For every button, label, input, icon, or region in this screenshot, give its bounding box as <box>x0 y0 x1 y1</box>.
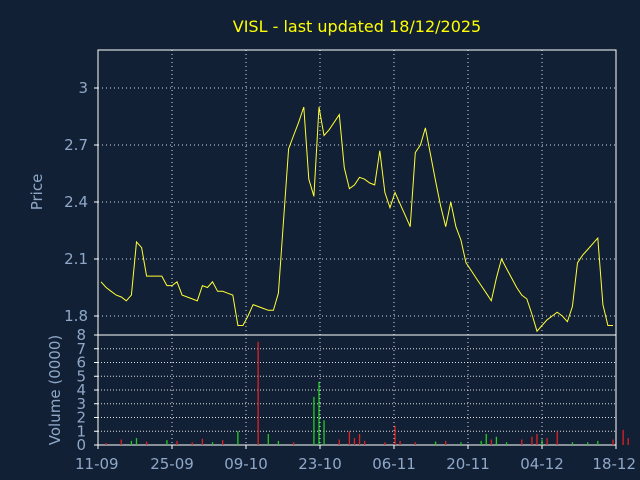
price-tick-label: 2.4 <box>64 193 88 211</box>
volume-tick-label: 8 <box>76 326 86 344</box>
volume-grid <box>98 348 616 432</box>
volume-tick-label: 2 <box>76 409 86 427</box>
x-tick-label: 23-10 <box>298 455 342 473</box>
volume-tick-label: 3 <box>76 395 86 413</box>
x-axis-ticks: 11-09 25-09 09-10 23-10 06-11 20-11 04-12 18-12 <box>75 50 636 473</box>
volume-tick-label: 6 <box>76 354 86 372</box>
price-axis-label: Price <box>28 174 46 211</box>
volume-tick-label: 7 <box>76 340 86 358</box>
x-tick-label: 20-11 <box>446 455 490 473</box>
volume-tick-label: 1 <box>76 422 86 440</box>
volume-bars <box>105 341 629 445</box>
x-tick-label: 11-09 <box>75 455 119 473</box>
x-tick-label: 09-10 <box>224 455 268 473</box>
volume-tick-label: 0 <box>76 436 86 454</box>
price-tick-label: 2.1 <box>64 250 88 268</box>
volume-tick-label: 4 <box>76 381 86 399</box>
x-tick-label: 18-12 <box>592 455 636 473</box>
price-series-line <box>100 106 613 333</box>
x-tick-label: 06-11 <box>372 455 416 473</box>
x-tick-label: 04-12 <box>520 455 564 473</box>
price-axis-ticks: 3 2.7 2.4 2.1 1.8 <box>64 79 98 325</box>
price-tick-label: 2.7 <box>64 136 88 154</box>
chart-title: VISL - last updated 18/12/2025 <box>233 17 481 36</box>
price-tick-label: 1.8 <box>64 307 88 325</box>
price-tick-label: 3 <box>78 79 88 97</box>
volume-tick-label: 5 <box>76 367 86 385</box>
x-tick-label: 25-09 <box>150 455 194 473</box>
volume-axis-label: Volume (0000) <box>46 335 64 445</box>
